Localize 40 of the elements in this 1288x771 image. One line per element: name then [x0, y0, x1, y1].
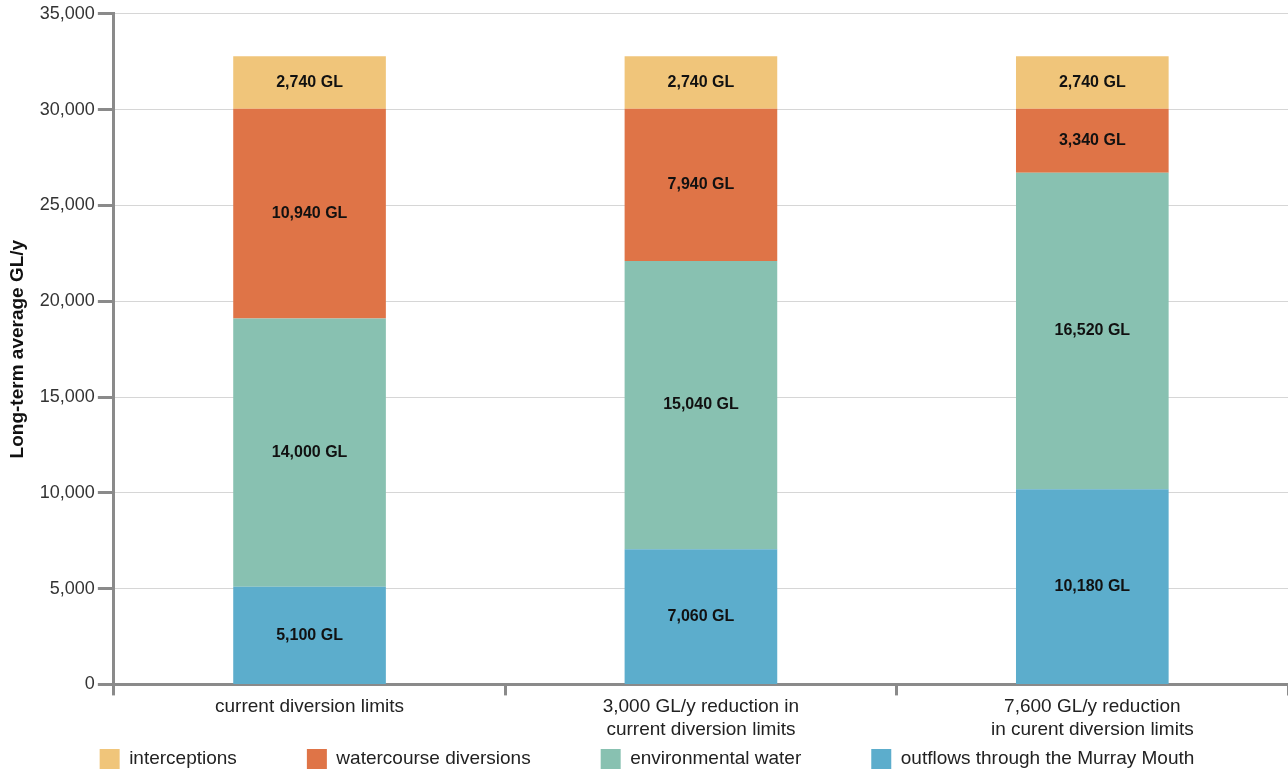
- y-tick-label: 0: [84, 673, 95, 694]
- legend-label: watercourse diversions: [335, 747, 531, 769]
- data-label: 15,040 GL: [663, 395, 739, 413]
- x-tick-label: 3,000 GL/y reduction in current diversion limits: [602, 695, 800, 739]
- y-tick-label: 20,000: [39, 290, 95, 311]
- x-tick-label: current diversion limits: [215, 695, 405, 717]
- y-tick-label: 5,000: [49, 577, 95, 598]
- legend-label: environmental water: [630, 747, 802, 769]
- y-tick-label: 10,000: [39, 481, 95, 502]
- bar: [624, 56, 778, 109]
- data-label: 3,340 GL: [1058, 131, 1126, 149]
- data-label: 7,060 GL: [667, 606, 735, 624]
- bar: [233, 56, 386, 109]
- bar: [233, 586, 386, 684]
- bar: [1015, 172, 1169, 490]
- data-label: 5,100 GL: [276, 625, 344, 643]
- y-tick-label: 30,000: [39, 98, 95, 119]
- y-tick-label: 35,000: [39, 2, 95, 23]
- data-label: 16,520 GL: [1054, 321, 1131, 339]
- data-label: 2,740 GL: [1058, 72, 1126, 90]
- data-label: 2,740 GL: [276, 72, 344, 90]
- bar: [233, 108, 386, 319]
- bar: [1015, 108, 1169, 173]
- legend-label: interceptions: [129, 747, 237, 769]
- bar: [624, 108, 778, 261]
- bar: [233, 318, 386, 587]
- bar: [1015, 489, 1169, 684]
- y-tick-label: 25,000: [39, 194, 95, 215]
- y-tick-label: 15,000: [39, 385, 95, 406]
- data-label: 14,000 GL: [271, 442, 348, 460]
- legend-label: outflows through the Murray Mouth: [900, 747, 1195, 769]
- bar: [1015, 56, 1169, 109]
- data-label: 10,940 GL: [271, 204, 348, 222]
- bar: [624, 260, 778, 550]
- x-tick-label: 7,600 GL/y reduction in curent diversion limits: [990, 695, 1194, 739]
- bar: [624, 549, 778, 684]
- data-label: 7,940 GL: [667, 175, 735, 193]
- data-label: 2,740 GL: [667, 72, 735, 90]
- y-axis-title: Long-term average GL/y: [5, 239, 27, 459]
- data-label: 10,180 GL: [1054, 577, 1131, 595]
